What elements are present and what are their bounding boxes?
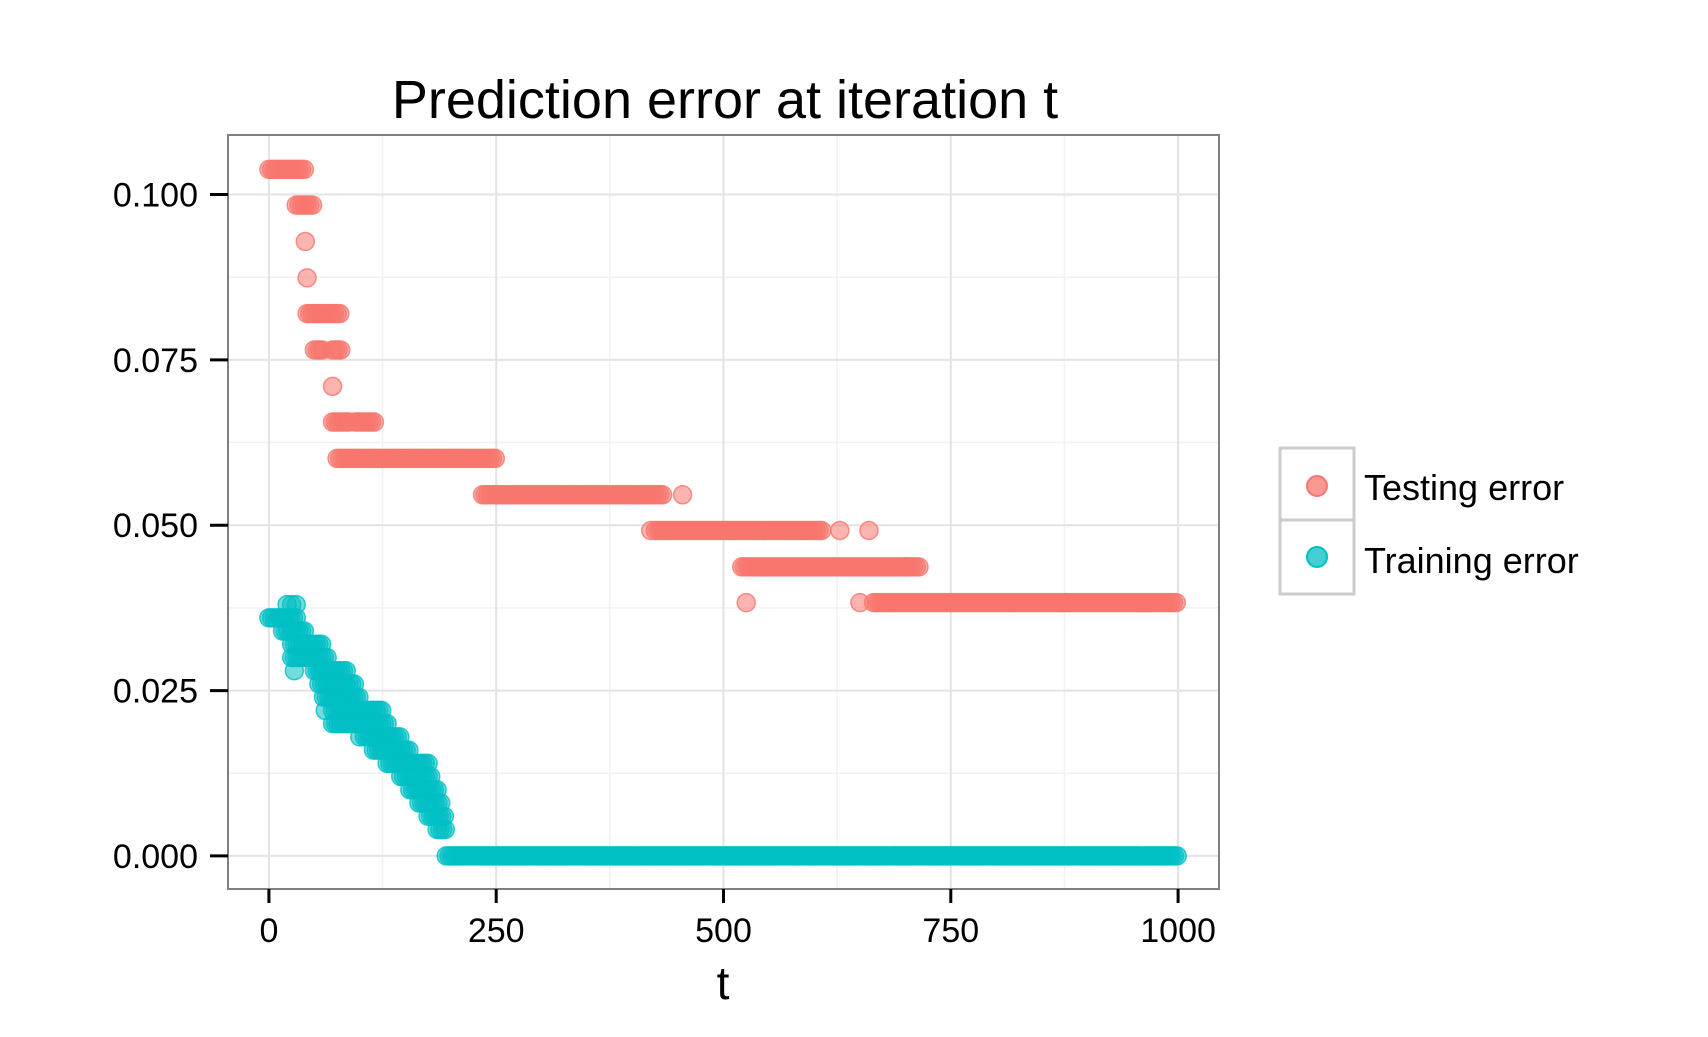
data-point (322, 376, 343, 397)
x-tick-label: 0 (259, 912, 278, 950)
legend-label-testing: Testing error (1364, 467, 1564, 508)
x-tick-label: 500 (695, 912, 752, 950)
x-tick-label: 1000 (1140, 912, 1216, 950)
x-tick-label: 750 (922, 912, 979, 950)
data-points (259, 159, 1187, 866)
legend-key-training (1306, 546, 1328, 568)
data-point (811, 520, 832, 541)
data-point (1167, 846, 1187, 866)
data-point (850, 592, 870, 613)
x-axis-title: t (717, 957, 730, 1009)
data-point (297, 268, 317, 288)
data-point (330, 340, 351, 360)
data-point (909, 557, 929, 577)
x-axis: 0 250 500 750 1000 (259, 889, 1216, 950)
data-point (330, 303, 350, 324)
legend-key-box-training (1278, 518, 1356, 596)
data-point (652, 485, 673, 505)
series-testing-error (259, 159, 1187, 613)
data-point (364, 412, 385, 432)
data-point (315, 700, 336, 721)
y-tick-label: 0.000 (113, 838, 198, 876)
data-point (641, 520, 661, 541)
data-point (302, 195, 323, 215)
data-point (1166, 592, 1187, 613)
data-point (830, 520, 850, 541)
legend-key-testing (1306, 475, 1328, 497)
y-tick-label: 0.025 (113, 673, 198, 711)
data-point (350, 727, 370, 747)
data-point (736, 592, 756, 613)
data-point (672, 485, 693, 505)
y-tick-label: 0.075 (113, 342, 198, 380)
x-tick-label: 250 (468, 912, 525, 950)
series-training-error (259, 594, 1187, 866)
data-point (286, 594, 306, 615)
legend-label-training: Training error (1364, 540, 1579, 581)
y-tick-label: 0.050 (113, 507, 198, 545)
data-point (859, 520, 879, 541)
data-point (295, 231, 316, 252)
data-point (485, 448, 506, 469)
data-point (435, 819, 456, 840)
chart-title: Prediction error at iteration t (392, 70, 1058, 130)
legend: Testing error Training error (1278, 446, 1579, 596)
y-tick-label: 0.100 (113, 177, 198, 215)
data-point (284, 660, 305, 681)
y-axis: 0.000 0.025 0.050 0.075 0.100 (113, 177, 228, 876)
data-point (294, 159, 315, 180)
